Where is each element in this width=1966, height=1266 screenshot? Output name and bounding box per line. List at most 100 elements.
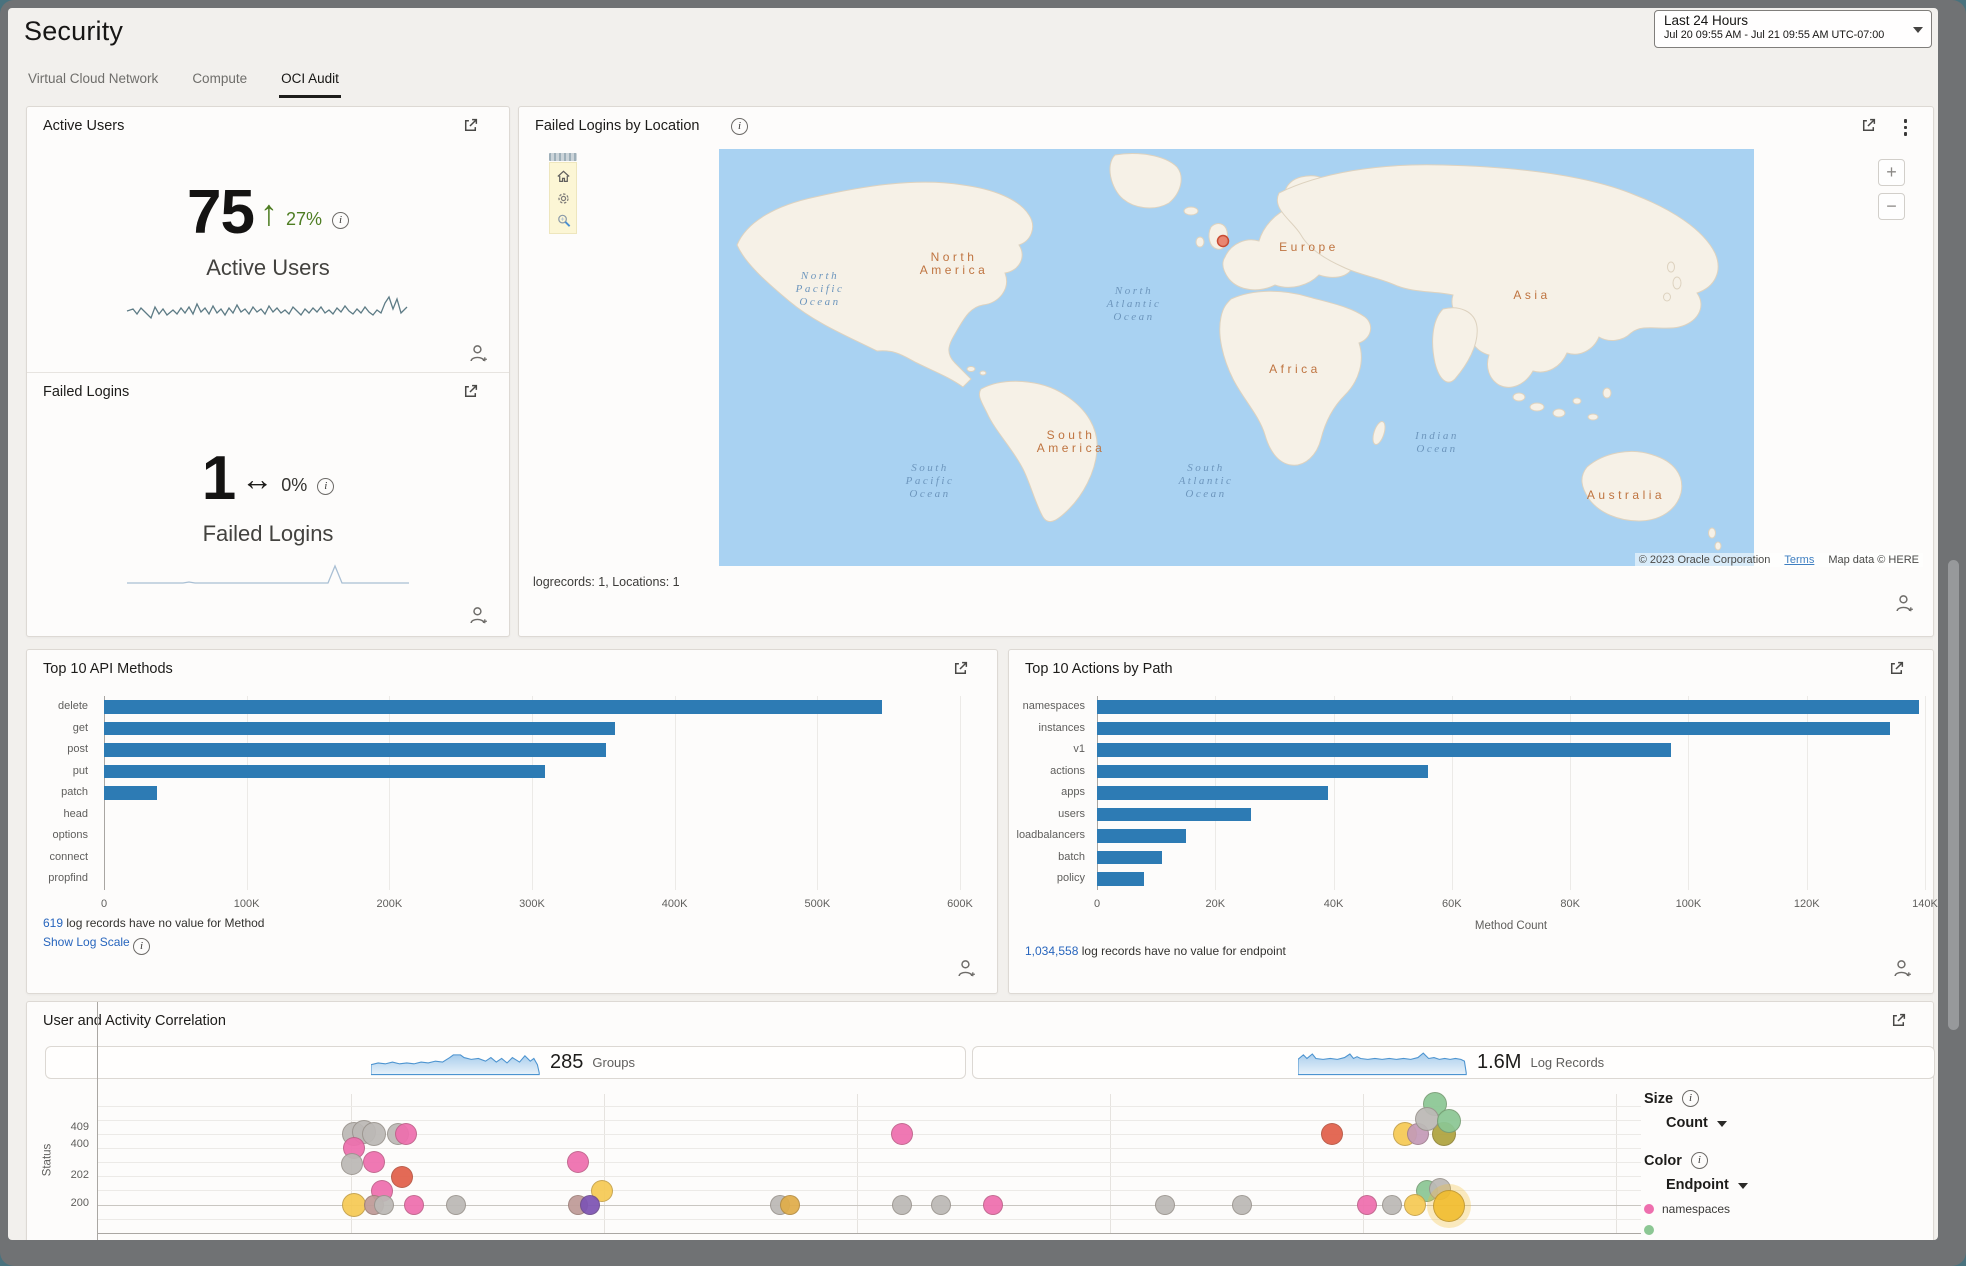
tab-oci-audit[interactable]: OCI Audit — [279, 65, 341, 98]
legend-item[interactable] — [1644, 1225, 1934, 1235]
bar-row[interactable] — [1097, 825, 1925, 847]
map-home-icon[interactable] — [550, 165, 576, 187]
open-in-new-icon[interactable] — [1860, 117, 1877, 134]
scatter-point[interactable] — [1433, 1190, 1465, 1222]
info-icon[interactable]: i — [731, 118, 748, 135]
show-log-scale-link[interactable]: Show Log Scale — [43, 935, 130, 949]
tab-virtual-cloud-network[interactable]: Virtual Cloud Network — [28, 71, 159, 86]
bar[interactable] — [1097, 764, 1429, 778]
y-tick: 400 — [70, 1138, 89, 1150]
scatter-plot[interactable] — [97, 1002, 1641, 1240]
bar[interactable] — [1097, 872, 1145, 886]
bar-row[interactable] — [1097, 868, 1925, 890]
scatter-point[interactable] — [1321, 1123, 1343, 1145]
info-icon[interactable]: i — [1690, 1152, 1708, 1169]
map-zoom-out-button[interactable]: − — [1878, 193, 1905, 220]
bar-row[interactable] — [104, 696, 960, 718]
scatter-point[interactable] — [362, 1122, 386, 1146]
time-range-select[interactable]: Last 24 Hours Jul 20 09:55 AM - Jul 21 0… — [1654, 10, 1932, 48]
info-icon[interactable]: i — [1682, 1090, 1700, 1107]
scatter-point[interactable] — [580, 1195, 600, 1215]
scatter-point[interactable] — [780, 1195, 800, 1215]
size-dropdown[interactable]: Count — [1666, 1115, 1934, 1131]
open-in-new-icon[interactable] — [952, 660, 969, 677]
scatter-point[interactable] — [891, 1123, 913, 1145]
map-zoom-area-icon[interactable] — [550, 209, 576, 231]
bar[interactable] — [1097, 850, 1163, 864]
bar-row[interactable] — [104, 868, 960, 890]
user-drilldown-icon[interactable] — [1894, 593, 1915, 614]
scatter-point[interactable] — [1437, 1109, 1461, 1133]
info-icon[interactable]: i — [332, 212, 349, 229]
map-terms-link[interactable]: Terms — [1784, 554, 1815, 566]
user-drilldown-icon[interactable] — [468, 343, 489, 364]
scatter-point[interactable] — [395, 1123, 417, 1145]
bar-row[interactable] — [104, 739, 960, 761]
map-location-marker[interactable] — [1216, 234, 1230, 248]
bar[interactable] — [104, 743, 607, 757]
bar[interactable] — [1097, 743, 1671, 757]
bar-row[interactable] — [1097, 718, 1925, 740]
bar[interactable] — [1097, 807, 1251, 821]
bar-row[interactable] — [1097, 696, 1925, 718]
scatter-point[interactable] — [374, 1195, 394, 1215]
vertical-scrollbar[interactable] — [1948, 560, 1959, 1030]
scatter-point[interactable] — [931, 1195, 951, 1215]
scatter-point[interactable] — [446, 1195, 466, 1215]
record-count-link[interactable]: 1,034,558 — [1025, 944, 1079, 958]
bar-row[interactable] — [1097, 761, 1925, 783]
scatter-point[interactable] — [1415, 1107, 1439, 1131]
open-in-new-icon[interactable] — [1888, 660, 1905, 677]
world-map[interactable]: North Pacific Ocean North Atlantic Ocean South… — [719, 149, 1754, 566]
bar[interactable] — [104, 764, 545, 778]
scatter-point[interactable] — [1357, 1195, 1377, 1215]
bar[interactable] — [1097, 721, 1890, 735]
bar-row[interactable] — [1097, 804, 1925, 826]
map-zoom-in-button[interactable]: + — [1878, 159, 1905, 186]
bar[interactable] — [104, 721, 615, 735]
scatter-point[interactable] — [1232, 1195, 1252, 1215]
user-drilldown-icon[interactable] — [1892, 958, 1913, 979]
scatter-point[interactable] — [1155, 1195, 1175, 1215]
scatter-point[interactable] — [892, 1195, 912, 1215]
open-in-new-icon[interactable] — [1890, 1012, 1907, 1029]
legend-item[interactable]: namespaces — [1644, 1202, 1934, 1216]
bar[interactable] — [1097, 829, 1186, 843]
scatter-point[interactable] — [404, 1195, 424, 1215]
groups-summary-box[interactable]: 285 Groups — [45, 1046, 966, 1079]
bar-row[interactable] — [1097, 847, 1925, 869]
bar-row[interactable] — [1097, 739, 1925, 761]
scatter-point[interactable] — [983, 1195, 1003, 1215]
user-drilldown-icon[interactable] — [956, 958, 977, 979]
bar-row[interactable] — [104, 825, 960, 847]
bar-row[interactable] — [104, 718, 960, 740]
scatter-point[interactable] — [391, 1166, 413, 1188]
open-in-new-icon[interactable] — [462, 117, 479, 134]
bar-row[interactable] — [1097, 782, 1925, 804]
scatter-point[interactable] — [567, 1151, 589, 1173]
scatter-point[interactable] — [1404, 1194, 1426, 1216]
more-options-icon[interactable] — [1903, 119, 1907, 136]
record-count-link[interactable]: 619 — [43, 916, 64, 930]
map-settings-gear-icon[interactable] — [550, 187, 576, 209]
scatter-point[interactable] — [341, 1153, 363, 1175]
info-icon[interactable]: i — [317, 478, 335, 495]
toolbar-drag-handle[interactable] — [549, 153, 577, 161]
user-drilldown-icon[interactable] — [468, 605, 489, 626]
tab-compute[interactable]: Compute — [192, 71, 248, 86]
bar-row[interactable] — [104, 804, 960, 826]
bar-row[interactable] — [104, 847, 960, 869]
color-dropdown[interactable]: Endpoint — [1666, 1177, 1934, 1193]
bar-row[interactable] — [104, 782, 960, 804]
bar-row[interactable] — [104, 761, 960, 783]
info-icon[interactable]: i — [133, 938, 151, 955]
bar[interactable] — [104, 700, 882, 714]
scatter-point[interactable] — [363, 1151, 385, 1173]
open-in-new-icon[interactable] — [462, 383, 479, 400]
log-records-summary-box[interactable]: 1.6M Log Records — [972, 1046, 1935, 1079]
scatter-point[interactable] — [342, 1193, 366, 1217]
bar[interactable] — [1097, 700, 1920, 714]
bar[interactable] — [104, 786, 157, 800]
bar[interactable] — [1097, 786, 1328, 800]
scatter-point[interactable] — [1382, 1195, 1402, 1215]
